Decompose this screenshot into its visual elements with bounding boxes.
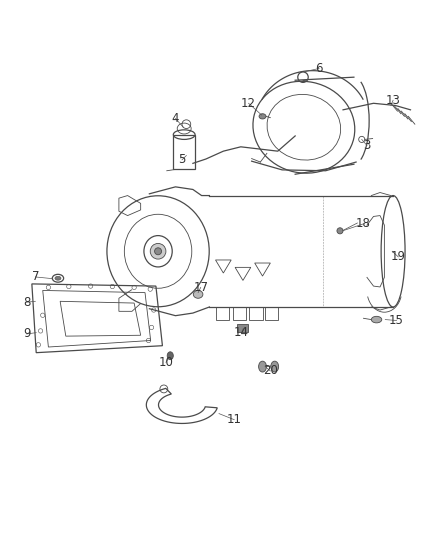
Text: 11: 11 xyxy=(227,413,242,426)
Text: 8: 8 xyxy=(23,296,30,309)
Text: 20: 20 xyxy=(263,365,278,377)
Text: 14: 14 xyxy=(234,326,249,339)
Bar xyxy=(265,307,278,320)
Text: 17: 17 xyxy=(193,281,208,294)
Text: 18: 18 xyxy=(356,217,371,230)
Text: 5: 5 xyxy=(178,154,186,166)
Circle shape xyxy=(155,248,162,255)
Text: 9: 9 xyxy=(23,327,30,341)
Text: 4: 4 xyxy=(172,112,179,125)
Ellipse shape xyxy=(258,361,266,372)
Text: 15: 15 xyxy=(389,314,404,327)
Text: 6: 6 xyxy=(315,62,323,75)
Ellipse shape xyxy=(259,114,266,119)
Ellipse shape xyxy=(271,361,279,372)
Text: 19: 19 xyxy=(391,251,406,263)
Text: 12: 12 xyxy=(241,97,256,110)
Text: 3: 3 xyxy=(363,139,371,152)
Text: 13: 13 xyxy=(385,94,400,107)
Ellipse shape xyxy=(193,290,203,298)
Text: 10: 10 xyxy=(159,356,173,369)
Ellipse shape xyxy=(371,316,382,323)
Bar xyxy=(233,307,246,320)
Circle shape xyxy=(150,244,166,259)
Circle shape xyxy=(337,228,343,234)
Ellipse shape xyxy=(167,352,173,360)
Text: 7: 7 xyxy=(32,270,39,284)
Bar xyxy=(250,307,262,320)
FancyBboxPatch shape xyxy=(237,324,248,332)
Ellipse shape xyxy=(55,276,61,280)
Bar xyxy=(216,307,230,320)
